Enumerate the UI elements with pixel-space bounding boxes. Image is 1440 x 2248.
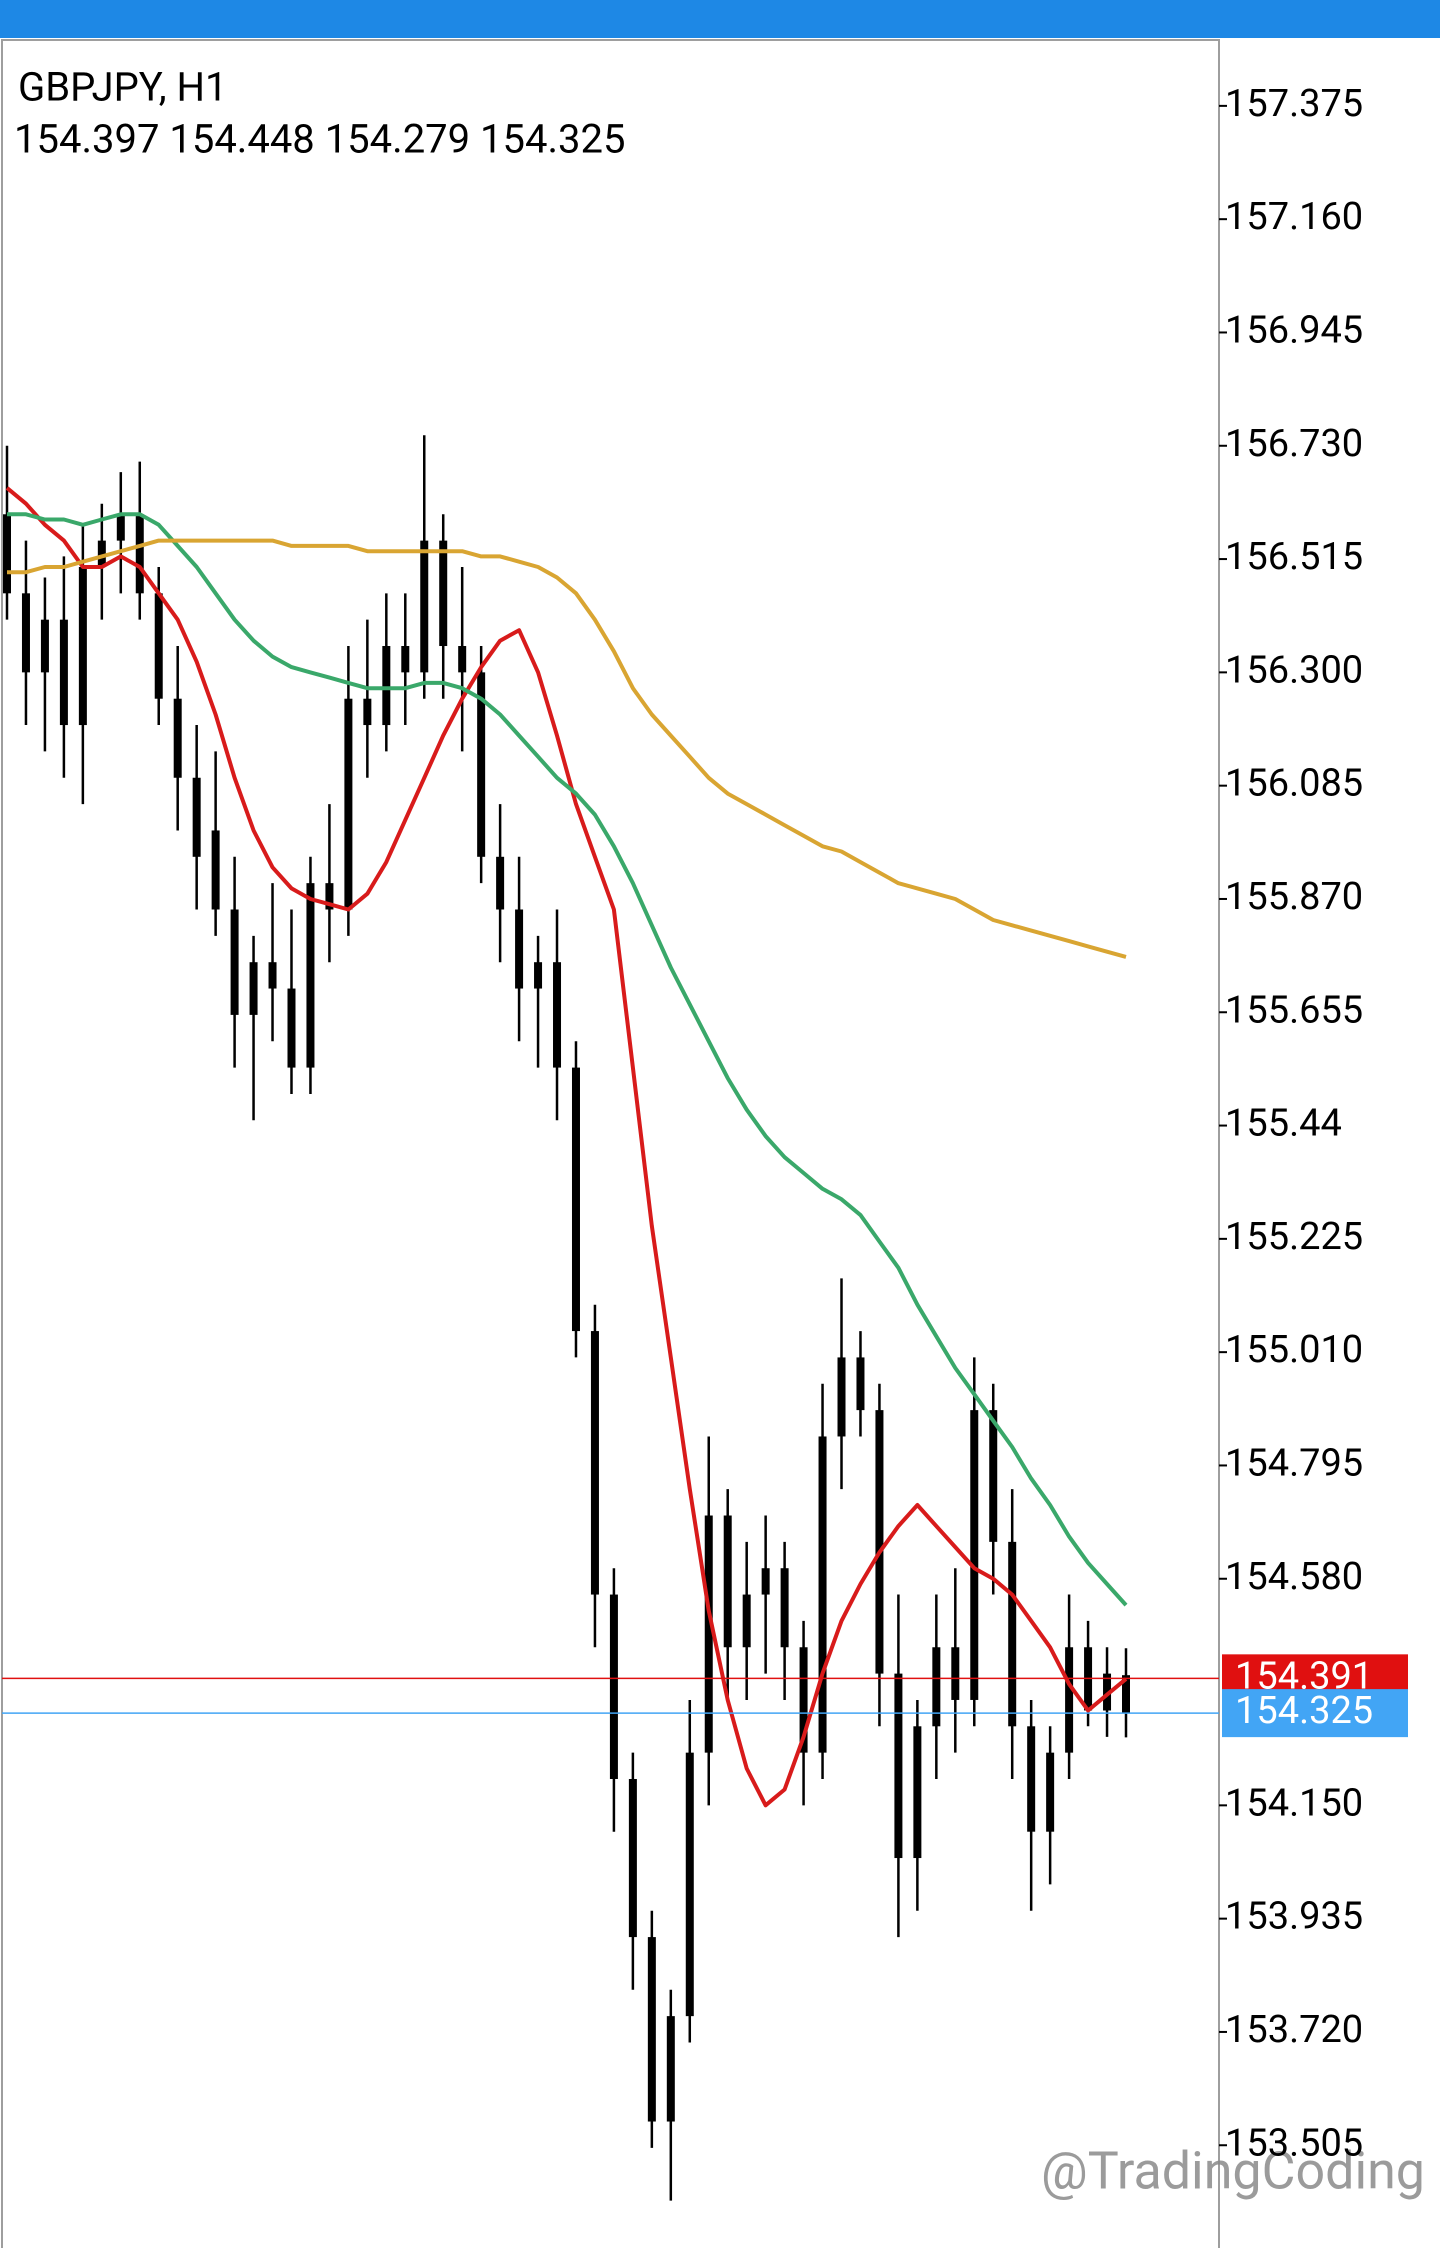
y-tick-label: 156.300	[1225, 648, 1363, 692]
candle-body	[40, 619, 49, 673]
y-tick-label: 154.150	[1225, 1781, 1363, 1825]
candle-body	[439, 540, 448, 647]
candle-body	[325, 883, 334, 910]
moving-average	[7, 538, 1127, 959]
y-tick-label: 155.870	[1225, 875, 1363, 919]
candle-body	[856, 1357, 865, 1411]
candle-body	[344, 698, 353, 910]
candle-body	[742, 1594, 751, 1648]
candle-body	[609, 1594, 618, 1779]
candle-body	[268, 962, 277, 989]
y-tick-label: 153.935	[1225, 1895, 1363, 1939]
price-label-box	[1222, 1689, 1408, 1738]
candle-body	[230, 909, 239, 1015]
y-tick-label: 156.085	[1225, 762, 1363, 806]
candle-body	[571, 1067, 580, 1332]
y-tick-label: 155.44	[1225, 1102, 1342, 1146]
watermark: @TradingCoding	[1041, 2141, 1425, 2202]
candle-body	[173, 698, 182, 778]
candle-body	[97, 540, 106, 567]
candle-body	[875, 1410, 884, 1674]
candle-body	[1027, 1726, 1036, 1832]
candle-body	[496, 856, 505, 910]
candle-body	[989, 1410, 998, 1542]
chart-title: GBPJPY, H1	[18, 64, 228, 111]
y-tick-label: 153.720	[1225, 2008, 1363, 2052]
candle-body	[1046, 1752, 1055, 1832]
candle-body	[59, 619, 68, 726]
candle-body	[211, 830, 220, 910]
candle-body	[78, 566, 87, 726]
candle-body	[287, 988, 296, 1068]
candle-body	[1103, 1673, 1112, 1711]
moving-average	[7, 512, 1128, 1607]
candle-body	[401, 646, 410, 673]
candle-body	[704, 1515, 713, 1753]
y-tick-label: 155.010	[1225, 1328, 1363, 1372]
candle-body	[761, 1568, 770, 1595]
candle-body	[894, 1673, 903, 1859]
moving-average	[5, 486, 1128, 1808]
y-tick-label: 156.515	[1225, 535, 1363, 579]
candle-body	[628, 1778, 637, 1938]
candle-body	[666, 2016, 675, 2122]
candle-body	[951, 1647, 960, 1700]
candle-body	[1008, 1541, 1017, 1727]
y-tick-label: 157.375	[1225, 82, 1363, 126]
candle-body	[837, 1357, 846, 1437]
candle-body	[135, 514, 144, 594]
candle-body	[515, 909, 524, 989]
y-tick-label: 154.795	[1225, 1441, 1363, 1485]
candle-body	[458, 646, 467, 673]
price-label: 154.325	[1235, 1689, 1373, 1733]
y-tick-label: 156.945	[1225, 308, 1363, 352]
candle-body	[590, 1331, 599, 1595]
y-tick-label: 155.225	[1225, 1215, 1363, 1259]
top-bar	[0, 0, 1440, 38]
candle-body	[477, 672, 486, 857]
candle-body	[116, 514, 125, 541]
candle-body	[970, 1410, 979, 1700]
candle-body	[363, 698, 372, 726]
y-tick-label: 156.730	[1225, 422, 1363, 466]
candle-body	[1065, 1647, 1074, 1753]
candle-body	[932, 1647, 941, 1727]
candle-body	[799, 1647, 808, 1753]
candle-body	[420, 540, 429, 673]
candle-body	[780, 1568, 789, 1648]
y-tick-label: 153.505	[1225, 2121, 1363, 2165]
candle-body	[723, 1515, 732, 1648]
candle-body	[913, 1726, 922, 1859]
y-tick-label: 155.655	[1225, 988, 1363, 1032]
ohlc-readout: 154.397 154.448 154.279 154.325	[14, 116, 625, 163]
y-tick-label: 157.160	[1225, 195, 1363, 239]
candle-body	[553, 962, 562, 1068]
candle-body	[192, 777, 201, 857]
candle-body	[306, 883, 315, 1068]
plot	[2, 104, 1227, 2201]
candle-body	[21, 593, 30, 673]
candle-body	[382, 646, 391, 726]
candle-body	[647, 1937, 656, 2122]
candle-body	[3, 514, 11, 594]
candle-body	[1122, 1675, 1130, 1714]
candle-body	[685, 1752, 694, 2017]
candle-body	[534, 962, 543, 989]
y-tick-label: 154.580	[1225, 1555, 1363, 1599]
candle-body	[154, 593, 163, 699]
candle-body	[818, 1436, 827, 1753]
plot-frame	[1, 39, 1220, 2248]
candle-body	[249, 962, 258, 1015]
